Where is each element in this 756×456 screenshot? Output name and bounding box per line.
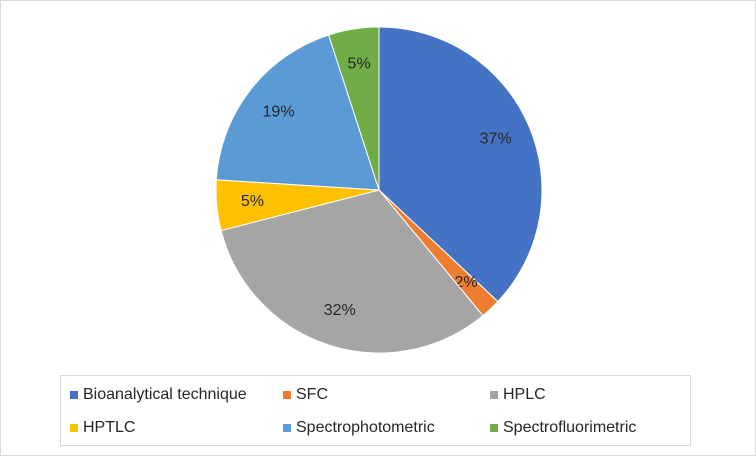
legend-label: HPTLC [83, 419, 135, 436]
pie-slice [378, 26, 543, 303]
legend-label: Spectrofluorimetric [503, 419, 636, 436]
legend-label: SFC [296, 386, 328, 403]
pie-slice [215, 34, 380, 191]
legend-box [60, 375, 691, 446]
legend-swatch [70, 424, 78, 432]
legend-swatch [490, 424, 498, 432]
data-label: 37% [480, 131, 512, 148]
legend-label: HPLC [503, 386, 546, 403]
legend-label: Spectrophotometric [296, 419, 435, 436]
pie-slice [220, 189, 484, 354]
data-label: 2% [454, 274, 477, 291]
legend-swatch [283, 391, 291, 399]
data-label: 5% [241, 193, 264, 210]
data-label: 5% [348, 56, 371, 73]
data-label: 32% [324, 302, 356, 319]
pie-slice [327, 26, 380, 191]
legend-label: Bioanalytical technique [83, 386, 247, 403]
legend-swatch [70, 391, 78, 399]
legend-swatch [490, 391, 498, 399]
data-label: 19% [263, 103, 295, 120]
legend-swatch [283, 424, 291, 432]
